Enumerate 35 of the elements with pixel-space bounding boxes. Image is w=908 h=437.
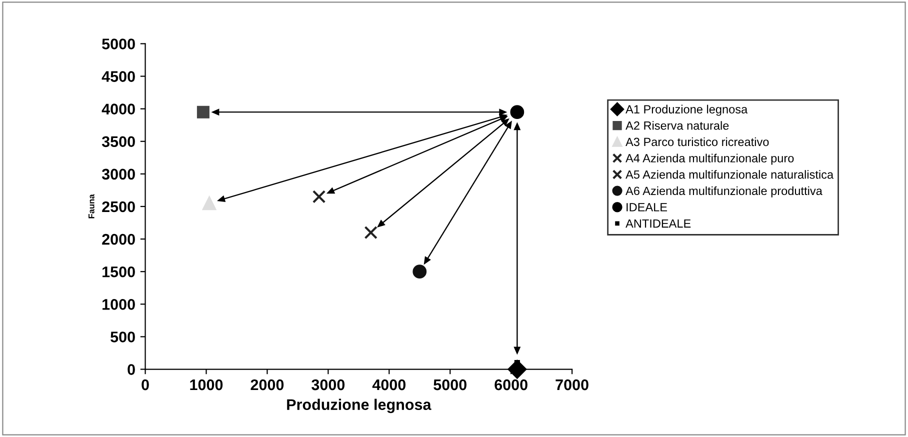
x-tick-label: 0 — [142, 379, 149, 390]
x-tick-label: 6000 — [494, 379, 528, 390]
y-tick-label: 3000 — [102, 168, 135, 180]
y-tick-label: 1500 — [102, 266, 135, 278]
x-tick-label: 5000 — [434, 379, 466, 390]
y-tick-label: 2500 — [102, 201, 135, 212]
y-tick-label: 0 — [128, 364, 135, 375]
x-tick-label: 2000 — [250, 379, 284, 390]
y-tick-label: 500 — [110, 332, 135, 342]
x-tick-label: 7000 — [556, 379, 588, 390]
y-axis-title: Fauna — [88, 194, 94, 218]
y-tick-label: 2000 — [102, 234, 135, 245]
point — [412, 264, 427, 279]
y-tick-label: 4000 — [102, 104, 135, 114]
legend-label: A2 Riserva naturale — [626, 121, 729, 130]
y-tick-label: 4500 — [102, 71, 135, 82]
point — [202, 196, 216, 210]
legend-label: A6 Azienda multifunzionale produttiva — [626, 186, 822, 198]
legend-label: IDEALE — [626, 203, 668, 212]
legend-label: A4 Azienda multifunzionale puro — [626, 154, 794, 165]
y-tick-label: 1000 — [102, 299, 135, 310]
legend-label: A3 Parco turistico ricreativo — [626, 137, 769, 146]
point — [312, 190, 326, 204]
x-axis-title: Produzione legnosa — [287, 398, 432, 414]
point — [364, 226, 378, 240]
y-tick-label: 3500 — [102, 136, 135, 148]
y-tick-label: 5000 — [102, 38, 135, 50]
point — [196, 106, 210, 118]
legend-label: A5 Azienda multifunzionale naturalistica — [626, 170, 834, 179]
x-tick-label: 4000 — [372, 379, 406, 390]
x-tick-label: 1000 — [190, 379, 223, 390]
legend-label: ANTIDEALE — [626, 219, 691, 228]
legend-label: A1 Produzione legnosa — [626, 104, 748, 116]
point — [510, 105, 524, 120]
x-tick-label: 3000 — [312, 379, 345, 390]
